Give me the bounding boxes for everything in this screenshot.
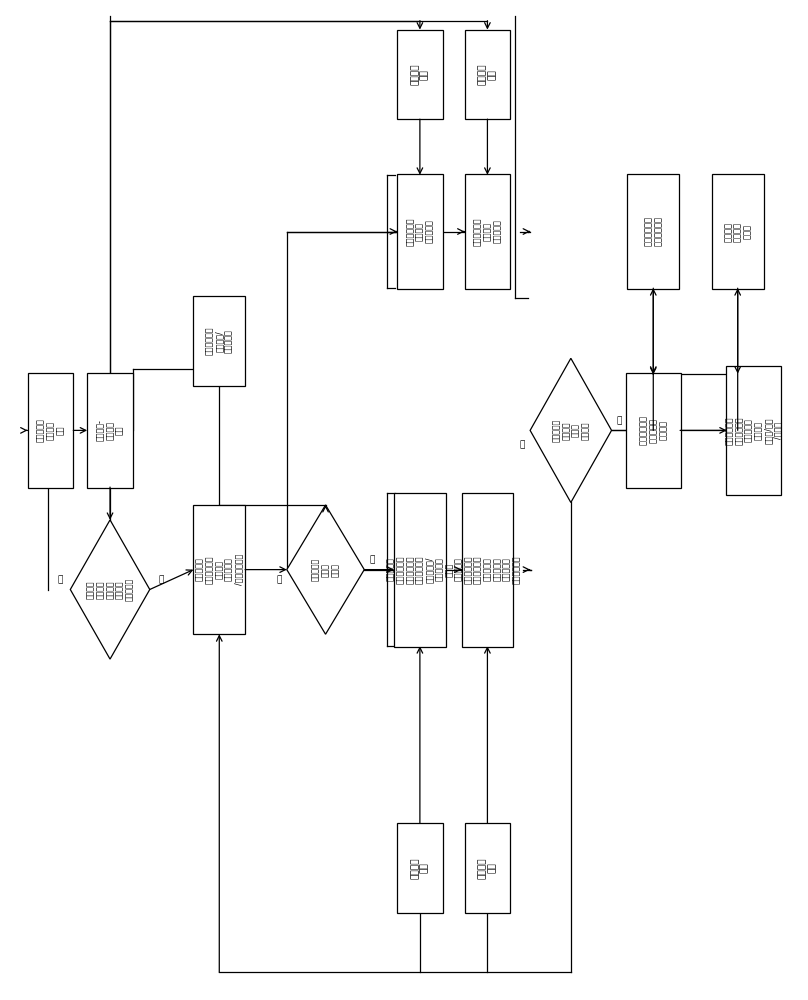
- Text: 更新计算
周期: 更新计算 周期: [410, 64, 429, 85]
- Text: 否: 否: [276, 575, 281, 584]
- Polygon shape: [287, 505, 364, 634]
- FancyBboxPatch shape: [27, 373, 74, 488]
- FancyBboxPatch shape: [628, 174, 679, 289]
- FancyBboxPatch shape: [461, 493, 513, 647]
- FancyBboxPatch shape: [397, 823, 443, 913]
- Text: 判断该回路
是否为
单回路: 判断该回路 是否为 单回路: [311, 558, 339, 581]
- FancyBboxPatch shape: [397, 30, 443, 119]
- Text: 否: 否: [520, 441, 525, 450]
- Text: 装置是否
在某批次
产品间歇
反应过程
中（静态）: 装置是否 在某批次 产品间歇 反应过程 中（静态）: [86, 578, 134, 601]
- Text: 根据复杂回路
计算方法
计算平稳率: 根据复杂回路 计算方法 计算平稳率: [473, 217, 502, 246]
- Text: 生产周期-
间歇反应
时间: 生产周期- 间歇反应 时间: [96, 419, 124, 441]
- Text: 是: 是: [159, 575, 164, 584]
- Text: 更新计算
周期: 更新计算 周期: [478, 857, 497, 879]
- Text: 根据时间要求
生成装置整体
自控率和稳
定率报表
（日报/周报
/月报）: 根据时间要求 生成装置整体 自控率和稳 定率报表 （日报/周报 /月报）: [725, 416, 782, 445]
- Text: 设置该批次
产品生产
周期: 设置该批次 产品生产 周期: [36, 419, 65, 442]
- Text: 根据单回路
计算方法计算
自控率（计算
周期内回路处
于自控状态/
偏差设定值
计算）: 根据单回路 计算方法计算 自控率（计算 周期内回路处 于自控状态/ 偏差设定值 …: [386, 555, 453, 584]
- Polygon shape: [530, 358, 612, 502]
- Text: 设定装置有效
控制回路总数: 设定装置有效 控制回路总数: [644, 217, 663, 246]
- Text: 更新计算
周期: 更新计算 周期: [410, 857, 429, 879]
- Text: 根据复杂回路
计算方法
计算自控率: 根据复杂回路 计算方法 计算自控率: [406, 217, 434, 246]
- Text: 是: 是: [369, 555, 375, 564]
- Text: 根据单回路
计算方法计算
平稳率（计算
周期内偏差
设定值大于
小局设定值
的时间计算）: 根据单回路 计算方法计算 平稳率（计算 周期内偏差 设定值大于 小局设定值 的时…: [454, 555, 521, 584]
- FancyBboxPatch shape: [193, 296, 245, 386]
- FancyBboxPatch shape: [193, 505, 245, 634]
- Text: 是: 是: [617, 416, 622, 425]
- FancyBboxPatch shape: [465, 30, 511, 119]
- Text: 判断该装置
全部回路
是否均
计算完毕: 判断该装置 全部回路 是否均 计算完毕: [552, 419, 590, 442]
- Text: 否: 否: [57, 575, 63, 584]
- FancyBboxPatch shape: [465, 823, 511, 913]
- Text: 获取待评价
控制回路实时
工作状态
数据（状态
/偏差设定值）: 获取待评价 控制回路实时 工作状态 数据（状态 /偏差设定值）: [196, 554, 243, 585]
- FancyBboxPatch shape: [87, 373, 133, 488]
- FancyBboxPatch shape: [726, 366, 781, 495]
- Text: 匹配回路类型
（单回路/
复杂回路）: 匹配回路类型 （单回路/ 复杂回路）: [205, 327, 234, 355]
- Text: 更新计算
周期: 更新计算 周期: [478, 64, 497, 85]
- FancyBboxPatch shape: [465, 174, 511, 289]
- Text: 实时计算装置
整体自控率
和稳定率: 实时计算装置 整体自控率 和稳定率: [639, 415, 667, 445]
- Text: 设定基准
自控率和
稳定率: 设定基准 自控率和 稳定率: [723, 222, 752, 241]
- FancyBboxPatch shape: [712, 174, 764, 289]
- Polygon shape: [70, 520, 149, 659]
- FancyBboxPatch shape: [397, 174, 443, 289]
- FancyBboxPatch shape: [394, 493, 446, 647]
- FancyBboxPatch shape: [626, 373, 680, 488]
